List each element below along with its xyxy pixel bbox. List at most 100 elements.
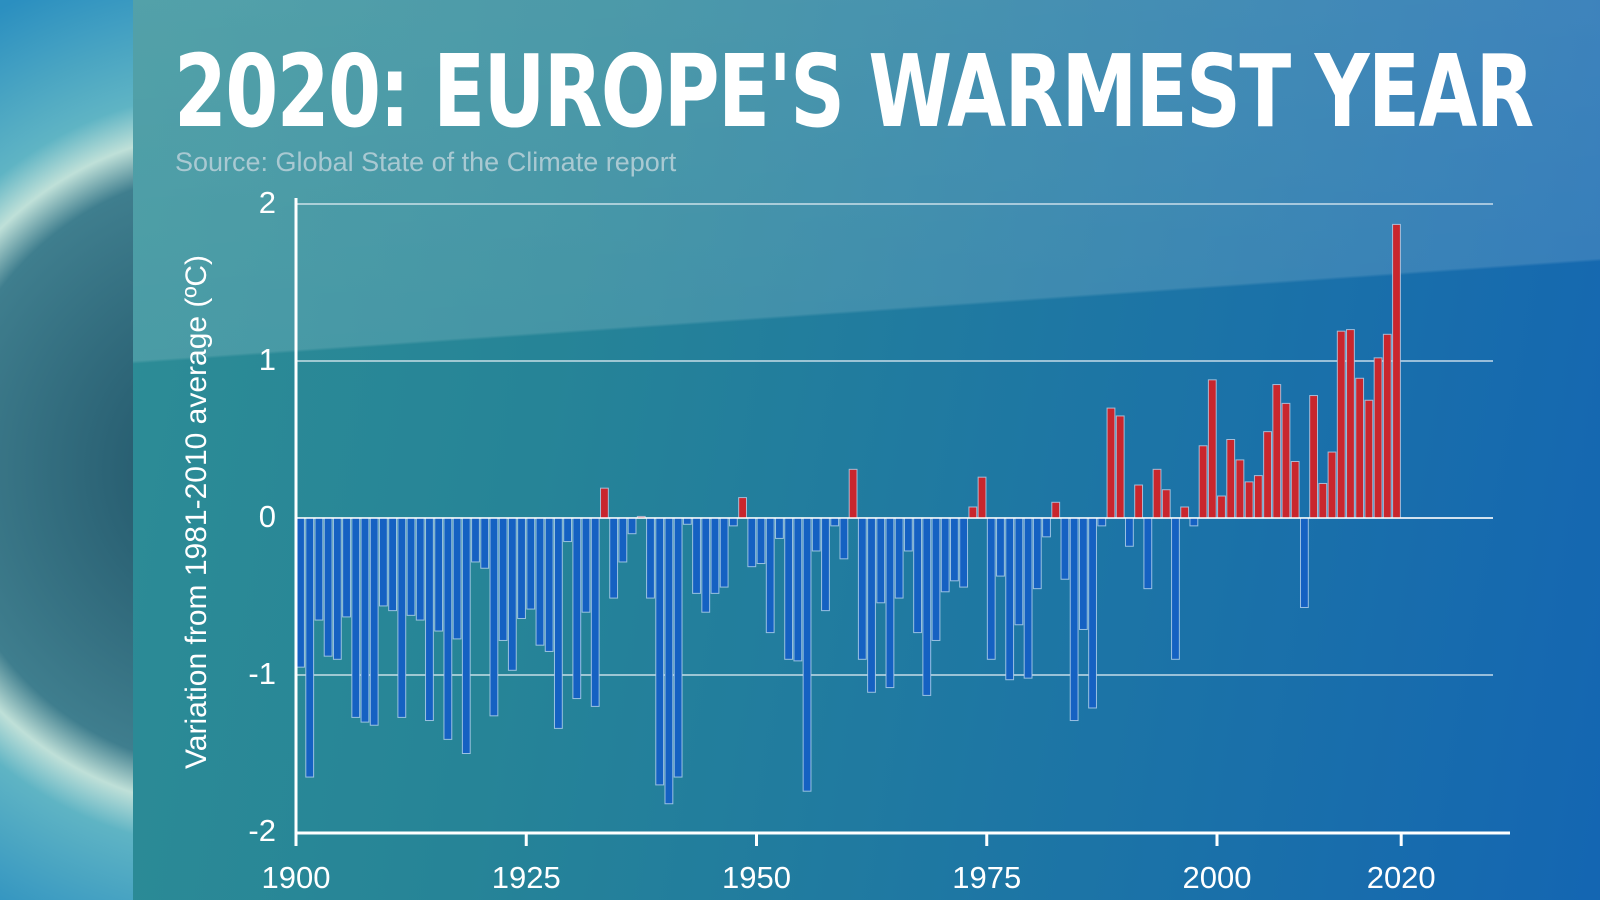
- bar-1980: [1023, 517, 1033, 679]
- bar-2013: [1327, 451, 1337, 519]
- bar-1986: [1078, 517, 1088, 630]
- bar-1978: [1005, 517, 1015, 681]
- bar-2008: [1281, 402, 1291, 519]
- bar-1919: [461, 517, 471, 754]
- bar-2010: [1299, 517, 1309, 608]
- bar-1946: [710, 517, 720, 594]
- y-tick-label: 1: [259, 342, 276, 377]
- bar-2017: [1364, 399, 1374, 519]
- bar-1967: [903, 517, 913, 552]
- bar-1918: [452, 517, 462, 640]
- y-axis-label: Variation from 1981-2010 average (ºC): [180, 255, 213, 769]
- chart-title: 2020: EUROPE'S WARMEST YEAR: [174, 33, 1534, 150]
- bar-1916: [434, 517, 444, 632]
- bar-1972: [950, 517, 959, 582]
- bar-1996: [1171, 517, 1180, 660]
- bar-2001: [1217, 495, 1226, 519]
- bar-2005: [1253, 475, 1263, 519]
- bar-1959: [830, 517, 840, 527]
- bar-1981: [1032, 517, 1042, 590]
- bar-1902: [305, 517, 315, 778]
- bar-1915: [425, 517, 434, 722]
- bar-2011: [1309, 395, 1319, 519]
- bar-2019: [1382, 333, 1392, 519]
- bar-1971: [940, 517, 950, 593]
- bar-1908: [360, 517, 370, 723]
- bar-1935: [609, 517, 619, 599]
- bar-1952: [765, 517, 775, 634]
- bar-1974: [968, 506, 978, 519]
- bar-2009: [1290, 460, 1300, 519]
- bar-1989: [1106, 407, 1116, 519]
- bar-1965: [885, 517, 895, 689]
- bar-2020: [1392, 223, 1401, 519]
- bar-1920: [471, 517, 480, 563]
- axes: [294, 198, 1510, 846]
- bar-2003: [1235, 459, 1245, 519]
- bar-1956: [802, 517, 812, 792]
- bar-1939: [646, 517, 655, 599]
- bar-1948: [728, 517, 738, 527]
- bar-1901: [296, 517, 305, 668]
- bar-1949: [738, 497, 747, 519]
- bar-1924: [507, 517, 517, 671]
- bar-1958: [821, 517, 830, 612]
- bar-1923: [498, 517, 508, 641]
- bar-1970: [931, 517, 941, 641]
- bar-2007: [1272, 384, 1282, 519]
- bar-1954: [784, 517, 794, 660]
- bar-1977: [996, 517, 1005, 577]
- x-tick-label: 1900: [262, 860, 331, 895]
- bar-1907: [351, 517, 361, 718]
- x-tick-label: 1950: [722, 860, 791, 895]
- bar-1951: [756, 517, 766, 565]
- x-tick-label: 1925: [492, 860, 561, 895]
- bar-1910: [378, 517, 388, 607]
- bar-1990: [1115, 415, 1125, 519]
- bar-1931: [572, 517, 582, 700]
- bar-1932: [581, 517, 591, 613]
- bar-2006: [1263, 431, 1272, 519]
- bar-2014: [1336, 330, 1346, 519]
- bar-1929: [553, 517, 563, 729]
- bar-1982: [1042, 517, 1051, 538]
- bar-1913: [406, 517, 416, 616]
- bar-1904: [323, 517, 333, 657]
- bar-1947: [719, 517, 729, 588]
- bar-1997: [1180, 506, 1190, 519]
- bar-1914: [415, 517, 425, 621]
- globe-background-image: [0, 0, 133, 900]
- bar-1912: [397, 517, 407, 718]
- bar-1936: [618, 517, 628, 563]
- bar-1903: [314, 517, 324, 621]
- bar-1994: [1152, 468, 1162, 519]
- bar-1928: [544, 517, 554, 652]
- bar-1983: [1051, 501, 1061, 519]
- bar-1976: [986, 517, 996, 660]
- bar-2012: [1318, 482, 1328, 519]
- bar-1940: [655, 517, 665, 786]
- y-tick-label: -1: [248, 656, 276, 691]
- bar-1964: [876, 517, 886, 604]
- bar-1966: [894, 517, 904, 599]
- bar-1933: [590, 517, 600, 707]
- bar-1944: [692, 517, 701, 594]
- bar-2004: [1244, 481, 1254, 519]
- bar-1942: [673, 517, 683, 778]
- x-tick-labels: 1900 1925 1950 1975 2000 2020: [262, 860, 1436, 895]
- x-tick-label: 2000: [1183, 860, 1252, 895]
- bar-1973: [959, 517, 969, 588]
- bar-1922: [489, 517, 499, 717]
- y-tick-label: -2: [248, 813, 276, 848]
- y-tick-label: 2: [259, 185, 276, 220]
- bar-1960: [839, 517, 849, 560]
- bar-1911: [388, 517, 398, 612]
- bar-1925: [517, 517, 526, 619]
- bar-1999: [1198, 445, 1208, 519]
- bar-1998: [1189, 517, 1199, 527]
- bar-2016: [1355, 377, 1365, 519]
- bar-1961: [848, 468, 858, 519]
- bar-1993: [1143, 517, 1153, 590]
- bar-1979: [1014, 517, 1024, 626]
- bar-1917: [443, 517, 453, 740]
